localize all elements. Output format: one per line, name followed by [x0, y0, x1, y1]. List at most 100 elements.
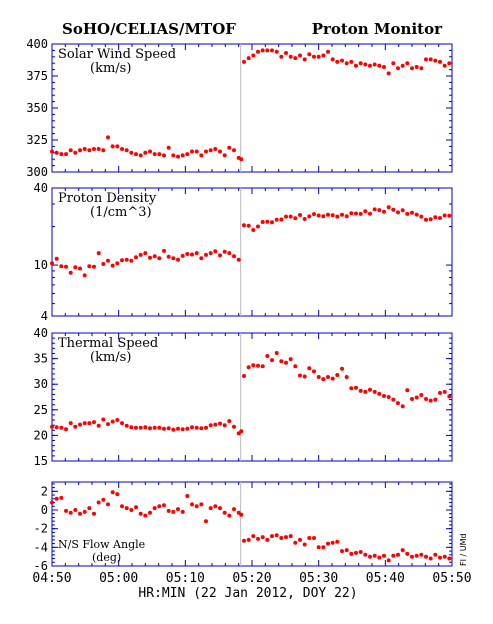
- data-point: [190, 425, 194, 430]
- data-point: [316, 213, 321, 218]
- data-point: [438, 59, 442, 64]
- data-point: [312, 369, 316, 374]
- data-point: [256, 363, 260, 368]
- data-point: [180, 427, 185, 432]
- data-point: [414, 395, 419, 400]
- data-point: [227, 251, 232, 256]
- data-point: [368, 63, 372, 68]
- data-point: [302, 217, 307, 221]
- panel-label: N/S Flow Angle: [58, 538, 145, 551]
- data-point: [447, 556, 452, 561]
- data-point: [199, 153, 204, 158]
- data-point: [239, 429, 244, 434]
- data-point: [87, 148, 92, 153]
- data-point: [302, 374, 307, 379]
- data-point: [251, 53, 256, 58]
- data-point: [242, 374, 246, 378]
- data-point: [256, 49, 260, 54]
- data-point: [176, 507, 180, 512]
- data-point: [199, 256, 204, 261]
- data-point: [400, 548, 405, 553]
- data-point: [171, 256, 176, 261]
- data-point: [302, 57, 307, 62]
- data-point: [73, 265, 78, 270]
- data-point: [73, 150, 78, 155]
- data-point: [246, 223, 251, 228]
- data-point: [307, 52, 312, 57]
- data-point: [349, 59, 354, 64]
- data-point: [349, 211, 354, 216]
- data-point: [134, 505, 138, 510]
- data-point: [382, 209, 386, 214]
- data-point: [321, 214, 326, 219]
- y-tick-label: 350: [26, 101, 48, 115]
- data-point: [428, 398, 433, 403]
- data-point: [134, 255, 138, 260]
- data-point: [54, 425, 59, 430]
- data-point: [204, 519, 208, 524]
- header-right-title: Proton Monitor: [312, 20, 443, 38]
- data-point: [232, 507, 236, 512]
- data-point: [227, 513, 232, 518]
- data-point: [138, 511, 143, 516]
- data-point: [115, 418, 120, 422]
- data-point: [148, 510, 152, 515]
- data-point: [260, 535, 265, 540]
- data-point: [138, 425, 143, 430]
- data-point: [391, 61, 396, 66]
- data-point: [96, 251, 101, 256]
- x-tick-label: 05:30: [299, 571, 338, 586]
- data-point: [377, 391, 382, 396]
- data-point: [302, 542, 307, 547]
- data-point: [222, 510, 227, 515]
- data-point: [232, 148, 236, 153]
- data-point: [129, 508, 134, 512]
- data-point: [87, 264, 92, 269]
- data-point: [405, 388, 410, 393]
- data-point: [410, 397, 414, 401]
- data-point: [213, 504, 218, 509]
- panel-unit-label: (deg): [92, 551, 121, 564]
- data-point: [335, 373, 340, 377]
- data-point: [82, 147, 87, 151]
- data-point: [251, 534, 256, 539]
- data-point: [386, 395, 391, 399]
- data-point: [152, 506, 157, 511]
- data-point: [391, 553, 396, 558]
- data-point: [354, 550, 358, 555]
- data-point: [326, 49, 330, 54]
- data-point: [386, 71, 391, 76]
- data-point: [363, 389, 368, 394]
- data-point: [208, 251, 213, 256]
- data-point: [115, 261, 120, 266]
- x-axis-label: HR:MIN (22 Jan 2012, DOY 22): [138, 586, 357, 601]
- data-point: [106, 502, 110, 507]
- data-point: [110, 263, 115, 268]
- data-point: [78, 148, 82, 153]
- data-point: [279, 359, 284, 364]
- data-point: [73, 508, 78, 512]
- data-point: [358, 388, 363, 393]
- data-point: [148, 426, 152, 431]
- data-point: [424, 57, 428, 62]
- data-point: [391, 397, 396, 402]
- panel-unit-label: (km/s): [90, 350, 131, 365]
- data-point: [171, 509, 176, 514]
- data-point: [251, 363, 256, 368]
- data-point: [410, 554, 414, 559]
- data-point: [279, 217, 284, 222]
- data-point: [185, 426, 190, 431]
- data-point: [279, 536, 284, 540]
- data-point: [120, 504, 124, 509]
- data-point: [138, 153, 143, 158]
- data-point: [190, 149, 194, 154]
- data-point: [232, 254, 236, 259]
- data-point: [340, 366, 344, 371]
- data-point: [180, 253, 185, 258]
- data-point: [129, 425, 134, 430]
- data-point: [143, 425, 148, 430]
- data-point: [82, 421, 87, 426]
- y-tick-label: 10: [34, 258, 48, 272]
- data-point: [213, 422, 218, 427]
